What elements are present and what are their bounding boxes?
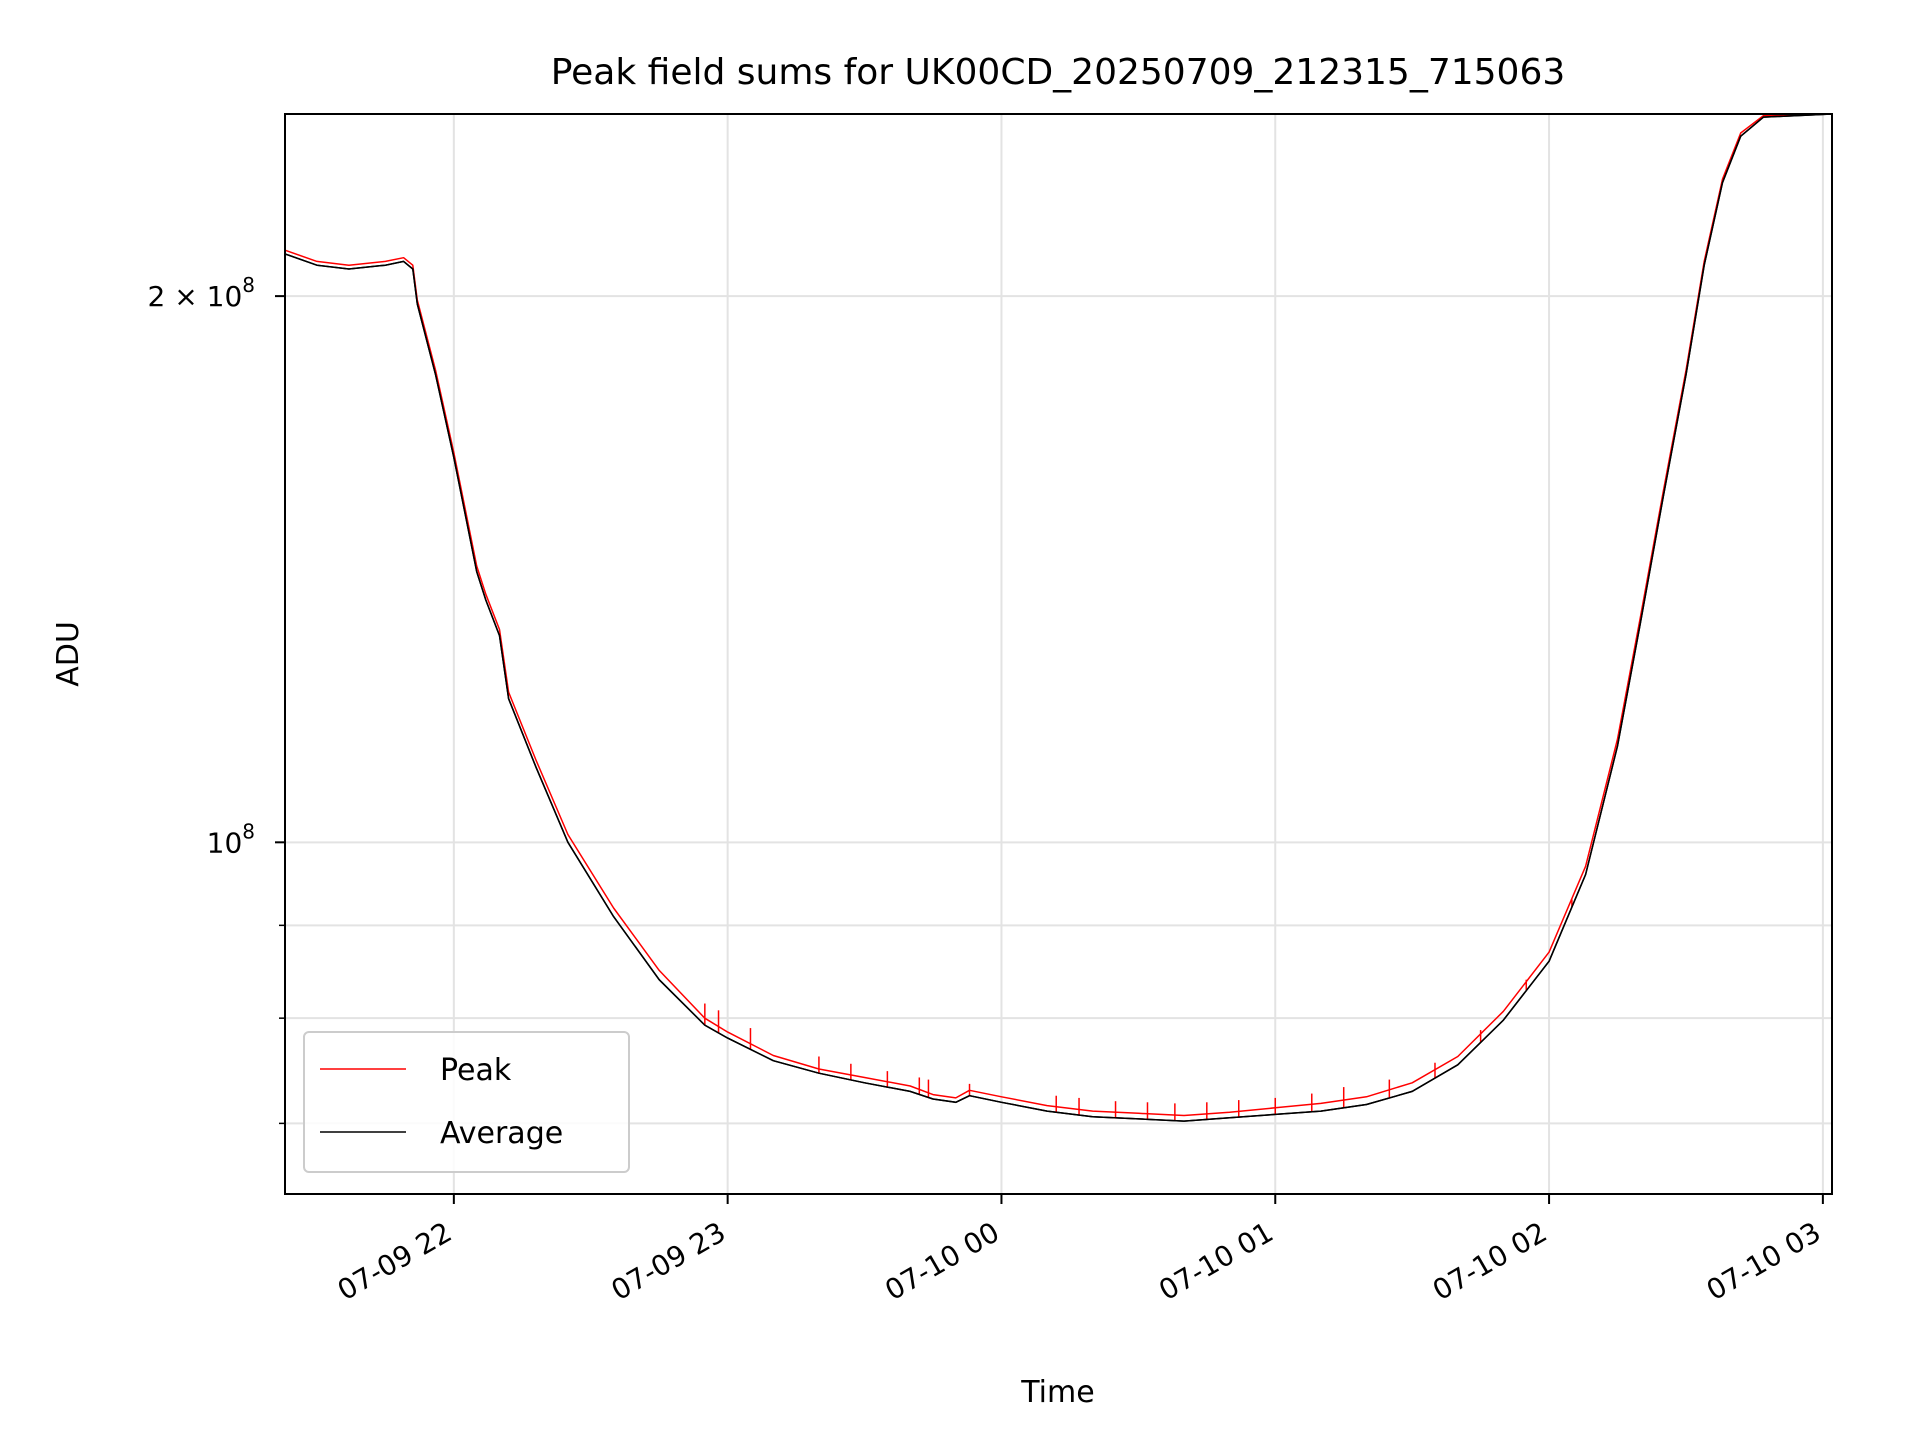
y-tick-label: 108 — [207, 819, 255, 859]
y-axis-label: ADU — [51, 621, 86, 687]
series-line-average-overlay — [284, 113, 1833, 1122]
axes-frame — [284, 113, 1833, 1195]
chart-title: Peak field sums for UK00CD_20250709_2123… — [551, 52, 1566, 93]
y-axis: 2 × 108 108 — [148, 273, 285, 1125]
legend-label-peak: Peak — [440, 1053, 512, 1088]
legend: Peak Average — [303, 1031, 630, 1173]
plot-area — [284, 113, 1833, 1122]
series-line-peak — [284, 113, 1833, 1117]
x-axis-label: Time — [1020, 1375, 1094, 1410]
legend-box — [303, 1031, 630, 1173]
y-tick-label: 2 × 108 — [148, 273, 255, 313]
legend-label-average: Average — [440, 1116, 563, 1151]
grid-lines — [285, 114, 1832, 1194]
